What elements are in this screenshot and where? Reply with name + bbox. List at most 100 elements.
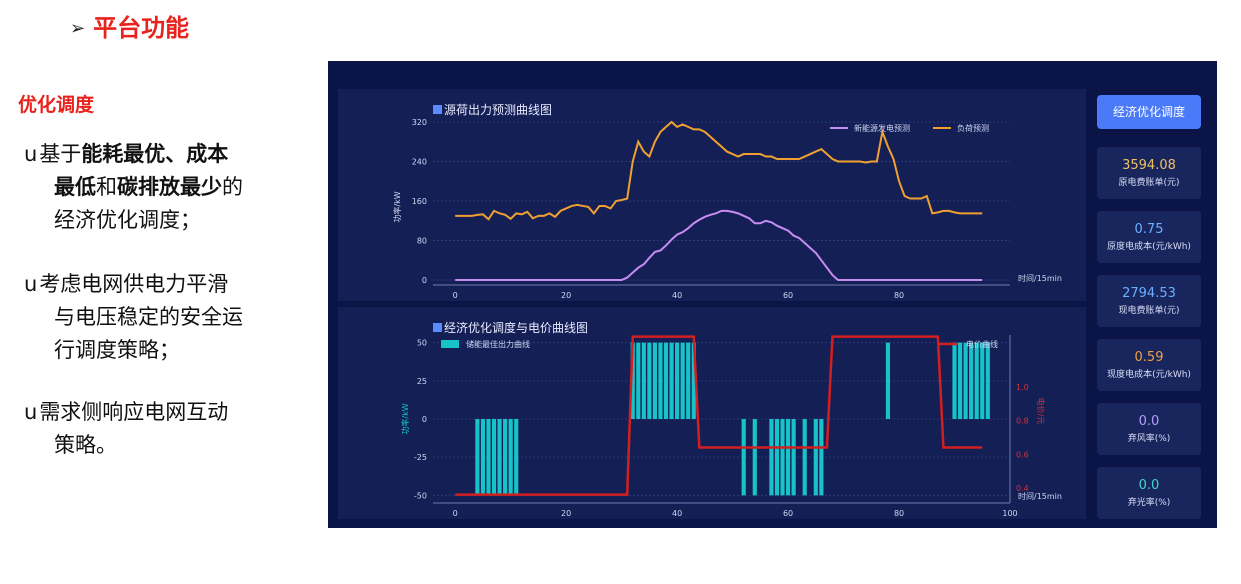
bar bbox=[957, 342, 963, 419]
bar bbox=[658, 342, 663, 419]
bar bbox=[752, 419, 757, 496]
y-tick-label: 80 bbox=[417, 237, 427, 246]
dashboard-screenshot: 0 80 160 240 320 0 20 40 60 80 时间/15min 功率/kW 新能源发电预… bbox=[328, 61, 1217, 528]
bullet-text: 策略。 bbox=[54, 433, 117, 457]
legend-label: 储能最佳出力曲线 bbox=[466, 339, 530, 349]
bullet-marker: u bbox=[24, 142, 38, 166]
card-label: 原电费账单(元) bbox=[1118, 178, 1180, 188]
bar bbox=[813, 419, 818, 496]
x-tick-label: 80 bbox=[894, 509, 904, 518]
card-value: 2794.53 bbox=[1122, 286, 1176, 301]
bar bbox=[630, 342, 635, 419]
bar bbox=[508, 419, 513, 496]
y2-axis-label: 电价/元 bbox=[1036, 398, 1046, 425]
forecast-chart-panel: 0 80 160 240 320 0 20 40 60 80 时间/15min 功率/kW 新能源发电预… bbox=[338, 89, 1086, 301]
legend-label: 负荷预测 bbox=[957, 123, 989, 133]
bar bbox=[974, 342, 979, 419]
bar bbox=[686, 342, 691, 419]
card-label: 现电费账单(元) bbox=[1118, 306, 1180, 316]
chart-title-text: 经济优化调度与电价曲线图 bbox=[444, 321, 589, 335]
bullet-marker: u bbox=[24, 272, 38, 296]
card-label: 弃风率(%) bbox=[1127, 434, 1171, 444]
y-tick-label: 320 bbox=[412, 118, 427, 127]
forecast-chart: 0 80 160 240 320 0 20 40 60 80 时间/15min 功率/kW 新能源发电预… bbox=[392, 118, 1062, 300]
bullet-3: u需求侧响应电网互动 策略。 bbox=[24, 396, 228, 462]
bullet-text: 需求侧响应电网互动 bbox=[39, 400, 229, 424]
bar bbox=[636, 342, 641, 419]
bullet-text: 与电压稳定的安全运 bbox=[54, 305, 243, 329]
bullet-text: 和 bbox=[96, 175, 117, 199]
x-tick-label: 80 bbox=[894, 291, 904, 300]
bar bbox=[675, 342, 680, 419]
slide-title-text: 平台功能 bbox=[93, 14, 190, 42]
x-tick-label: 100 bbox=[1002, 509, 1017, 518]
y2-tick-label: 0.8 bbox=[1016, 417, 1029, 426]
bullet-bold-text: 最低 bbox=[54, 175, 96, 199]
bar bbox=[480, 419, 486, 496]
y-tick-label: 50 bbox=[417, 339, 427, 348]
x-tick-label: 0 bbox=[453, 291, 458, 300]
card-solar-curtailment: 0.0 弃光率(%) bbox=[1097, 467, 1201, 519]
dispatch-chart: -50 -25 0 25 50 0.4 0.6 0.8 1.0 0 20 40 60 80 100时间/15… bbox=[400, 335, 1062, 518]
bullet-text: 基于 bbox=[39, 142, 82, 166]
bullet-text: 考虑电网供电力平滑 bbox=[39, 272, 229, 296]
y-tick-label: 25 bbox=[417, 377, 427, 386]
bar bbox=[885, 342, 891, 419]
y2-tick-label: 0.6 bbox=[1016, 450, 1029, 459]
card-label: 原度电成本(元/kWh) bbox=[1107, 242, 1191, 252]
bullet-marker: u bbox=[24, 400, 38, 424]
x-tick-label: 40 bbox=[672, 509, 682, 518]
bar bbox=[952, 342, 957, 419]
x-axis-label: 时间/15min bbox=[1018, 491, 1062, 501]
y-tick-label: 0 bbox=[422, 276, 427, 285]
y-tick-label: 0 bbox=[422, 415, 427, 424]
card-original-unit-cost: 0.75 原度电成本(元/kWh) bbox=[1097, 211, 1201, 263]
economic-dispatch-button[interactable]: 经济优化调度 bbox=[1097, 95, 1201, 129]
chart-title-text: 源荷出力预测曲线图 bbox=[444, 103, 553, 117]
y-tick-label: 240 bbox=[412, 157, 427, 166]
bar bbox=[641, 342, 646, 419]
bar bbox=[503, 419, 508, 496]
bar bbox=[497, 419, 502, 496]
bar bbox=[774, 419, 780, 496]
bar bbox=[980, 342, 985, 419]
card-value: 0.75 bbox=[1134, 222, 1164, 237]
y-axis-label: 功率/kW bbox=[392, 191, 402, 222]
bullet-text: 经济优化调度； bbox=[54, 208, 201, 232]
card-label: 弃光率(%) bbox=[1127, 498, 1171, 508]
y-axis-label: 功率/kW bbox=[400, 403, 410, 434]
bullet-text: 行调度策略； bbox=[54, 338, 180, 362]
x-axis-label: 时间/15min bbox=[1018, 273, 1062, 283]
card-current-bill: 2794.53 现电费账单(元) bbox=[1097, 275, 1201, 327]
bullet-bold-text: 碳排放最少 bbox=[117, 175, 222, 199]
legend-label: 电价曲线 bbox=[966, 339, 998, 349]
bar bbox=[785, 419, 791, 496]
bar bbox=[963, 342, 968, 419]
card-wind-curtailment: 0.0 弃风率(%) bbox=[1097, 403, 1201, 455]
bar bbox=[491, 419, 497, 496]
subheading: 优化调度 bbox=[18, 94, 95, 116]
y-tick-label: -25 bbox=[414, 453, 427, 462]
bar bbox=[791, 419, 796, 496]
bullet-text: 的 bbox=[222, 175, 243, 199]
price-line bbox=[455, 335, 983, 496]
dispatch-chart-panel: -50 -25 0 25 50 0.4 0.6 0.8 1.0 0 20 40 60 80 100 时间/15… bbox=[338, 307, 1086, 519]
series-line bbox=[455, 209, 983, 282]
bar bbox=[802, 419, 807, 496]
card-value: 0.0 bbox=[1138, 414, 1160, 429]
y2-tick-label: 0.4 bbox=[1016, 484, 1029, 493]
x-tick-label: 40 bbox=[672, 291, 682, 300]
bullet-2: u考虑电网供电力平滑 与电压稳定的安全运 行调度策略； bbox=[24, 268, 243, 367]
y2-tick-label: 1.0 bbox=[1016, 383, 1029, 392]
chart-title: 经济优化调度与电价曲线图 bbox=[433, 319, 588, 336]
card-label: 现度电成本(元/kWh) bbox=[1107, 370, 1191, 380]
bullet-1: u基于能耗最优、成本 最低和碳排放最少的 经济优化调度； bbox=[24, 138, 243, 237]
bar bbox=[663, 342, 669, 419]
card-value: 3594.08 bbox=[1122, 158, 1176, 173]
x-tick-label: 20 bbox=[561, 509, 571, 518]
bullet-bold-text: 能耗最优、成本 bbox=[81, 142, 229, 166]
x-tick-label: 20 bbox=[561, 291, 571, 300]
bar bbox=[780, 419, 785, 496]
slide-title: ➢ 平台功能 bbox=[70, 8, 189, 43]
bar bbox=[819, 419, 824, 496]
